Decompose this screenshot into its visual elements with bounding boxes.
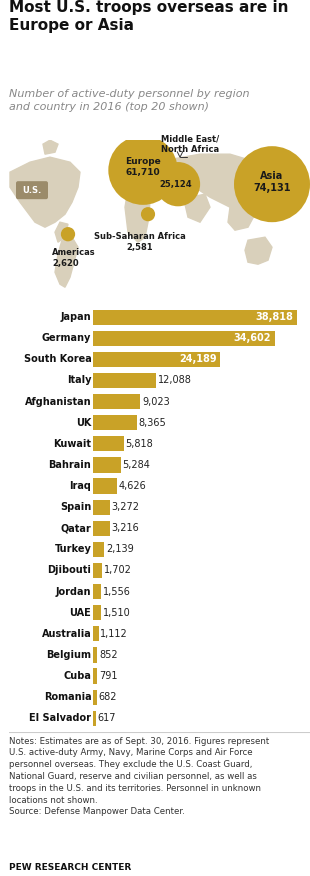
Text: Australia: Australia xyxy=(42,629,91,639)
Text: Jordan: Jordan xyxy=(56,587,91,597)
Text: Number of active-duty personnel by region
and country in 2016 (top 20 shown): Number of active-duty personnel by regio… xyxy=(9,89,250,112)
Text: 2,139: 2,139 xyxy=(106,544,134,555)
Text: 1,702: 1,702 xyxy=(104,566,131,576)
Text: 9,023: 9,023 xyxy=(142,397,170,406)
Polygon shape xyxy=(185,194,210,223)
Text: 3,272: 3,272 xyxy=(112,502,140,512)
Text: 3,216: 3,216 xyxy=(111,523,139,533)
Text: Europe
61,710: Europe 61,710 xyxy=(125,157,161,177)
Text: 25,124: 25,124 xyxy=(160,180,192,188)
Bar xyxy=(93,563,102,578)
Text: 5,818: 5,818 xyxy=(125,439,153,449)
Text: Afghanistan: Afghanistan xyxy=(25,397,91,406)
Polygon shape xyxy=(245,237,272,265)
Text: Notes: Estimates are as of Sept. 30, 2016. Figures represent
U.S. active-duty Ar: Notes: Estimates are as of Sept. 30, 201… xyxy=(9,737,270,816)
Text: South Korea: South Korea xyxy=(24,355,91,364)
Text: Most U.S. troops overseas are in
Europe or Asia: Most U.S. troops overseas are in Europe … xyxy=(9,0,289,33)
Text: Romania: Romania xyxy=(44,692,91,703)
Text: 5,284: 5,284 xyxy=(122,460,150,470)
Text: Asia
74,131: Asia 74,131 xyxy=(253,171,291,194)
Text: Turkey: Turkey xyxy=(55,544,91,555)
Bar xyxy=(93,710,96,726)
Text: 38,818: 38,818 xyxy=(256,312,294,322)
Text: El Salvador: El Salvador xyxy=(29,713,91,724)
Text: 34,602: 34,602 xyxy=(234,333,271,343)
Bar xyxy=(93,689,97,705)
Text: Germany: Germany xyxy=(42,333,91,343)
Text: Americas
2,620: Americas 2,620 xyxy=(52,248,95,267)
Text: 12,088: 12,088 xyxy=(158,376,192,385)
Polygon shape xyxy=(155,154,270,212)
Text: Kuwait: Kuwait xyxy=(53,439,91,449)
Text: Italy: Italy xyxy=(67,376,91,385)
Text: UAE: UAE xyxy=(69,608,91,618)
Bar xyxy=(93,373,157,388)
Text: 852: 852 xyxy=(99,650,118,660)
Circle shape xyxy=(61,227,75,242)
Text: Bahrain: Bahrain xyxy=(49,460,91,470)
Bar xyxy=(93,436,123,451)
Polygon shape xyxy=(125,177,155,242)
Text: Belgium: Belgium xyxy=(46,650,91,660)
Polygon shape xyxy=(228,202,255,230)
Text: 791: 791 xyxy=(99,671,117,681)
Text: 1,556: 1,556 xyxy=(103,587,131,597)
Bar xyxy=(93,457,121,472)
Polygon shape xyxy=(55,237,78,287)
Text: Djibouti: Djibouti xyxy=(47,566,91,576)
Text: 682: 682 xyxy=(98,692,117,703)
Bar xyxy=(93,394,140,409)
Bar xyxy=(93,415,137,430)
Text: Qatar: Qatar xyxy=(60,523,91,533)
Polygon shape xyxy=(128,157,158,177)
Circle shape xyxy=(141,207,155,222)
Text: Iraq: Iraq xyxy=(69,481,91,491)
Text: Spain: Spain xyxy=(60,502,91,512)
Text: 1,510: 1,510 xyxy=(103,608,130,618)
Text: 8,365: 8,365 xyxy=(139,418,166,427)
Bar xyxy=(93,478,117,494)
Bar xyxy=(93,352,220,367)
Bar xyxy=(93,584,101,599)
Circle shape xyxy=(234,146,310,223)
Text: U.S.: U.S. xyxy=(22,186,42,194)
Circle shape xyxy=(156,162,200,207)
Polygon shape xyxy=(155,174,172,194)
Bar xyxy=(93,541,104,557)
Text: UK: UK xyxy=(76,418,91,427)
Text: Japan: Japan xyxy=(61,312,91,322)
Text: 1,112: 1,112 xyxy=(100,629,128,639)
Text: PEW RESEARCH CENTER: PEW RESEARCH CENTER xyxy=(9,863,131,872)
Bar xyxy=(93,668,97,683)
Polygon shape xyxy=(43,140,58,154)
Text: 4,626: 4,626 xyxy=(119,481,147,491)
Circle shape xyxy=(108,136,178,205)
Bar xyxy=(93,647,97,662)
Text: Cuba: Cuba xyxy=(64,671,91,681)
Bar xyxy=(93,309,297,325)
Bar xyxy=(93,605,101,620)
Bar xyxy=(93,499,110,515)
Bar xyxy=(93,520,110,536)
Text: Middle East/
North Africa: Middle East/ North Africa xyxy=(161,135,219,154)
FancyBboxPatch shape xyxy=(16,181,48,199)
Polygon shape xyxy=(10,157,80,227)
Text: 24,189: 24,189 xyxy=(179,355,217,364)
Text: Sub-Saharan Africa
2,581: Sub-Saharan Africa 2,581 xyxy=(94,232,186,251)
Bar xyxy=(93,626,99,641)
Polygon shape xyxy=(55,223,68,242)
Text: 617: 617 xyxy=(98,713,116,724)
Bar xyxy=(93,330,275,346)
